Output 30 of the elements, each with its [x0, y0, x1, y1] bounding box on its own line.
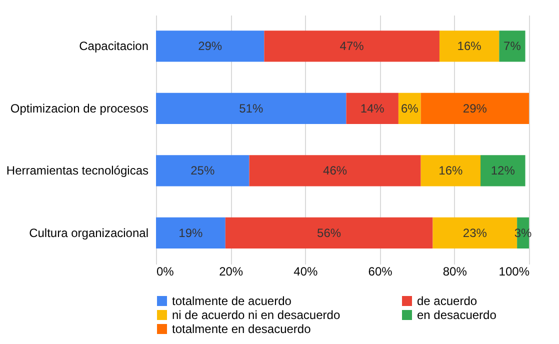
data-label: 7% [504, 39, 522, 54]
legend-label: totalmente en desacuerdo [172, 322, 312, 336]
data-label: 29% [462, 101, 488, 116]
x-tick-label: 40% [294, 264, 318, 278]
data-label: 16% [457, 39, 482, 54]
x-tick-label: 0% [156, 264, 174, 278]
data-label: 56% [317, 226, 342, 240]
data-label: 29% [198, 39, 222, 54]
y-tick-label: Capacitacion [79, 39, 148, 54]
x-tick-label: 100% [498, 264, 530, 278]
legend-label: de acuerdo [417, 294, 478, 308]
data-label: 25% [190, 164, 215, 178]
x-tick-label: 20% [219, 264, 244, 278]
data-label: 16% [438, 164, 463, 178]
legend-label: totalmente de acuerdo [172, 294, 292, 308]
y-tick-label: Herramientas tecnológicas [6, 164, 148, 178]
data-label: 51% [239, 101, 264, 116]
legend-label: en desacuerdo [417, 308, 497, 322]
x-tick-label: 80% [442, 264, 468, 278]
data-label: 14% [360, 101, 385, 116]
legend-label: ni de acuerdo ni en desacuerdo [172, 308, 340, 322]
data-label: 19% [178, 226, 204, 240]
data-label: 46% [323, 164, 348, 178]
data-label: 12% [490, 164, 516, 178]
data-label: 6% [400, 101, 419, 116]
data-label: 23% [462, 226, 488, 240]
y-tick-label: Cultura organizacional [29, 226, 148, 240]
y-tick-label: Optimizacion de procesos [10, 101, 148, 116]
data-label: 47% [340, 39, 364, 54]
x-tick-label: 60% [368, 264, 393, 278]
